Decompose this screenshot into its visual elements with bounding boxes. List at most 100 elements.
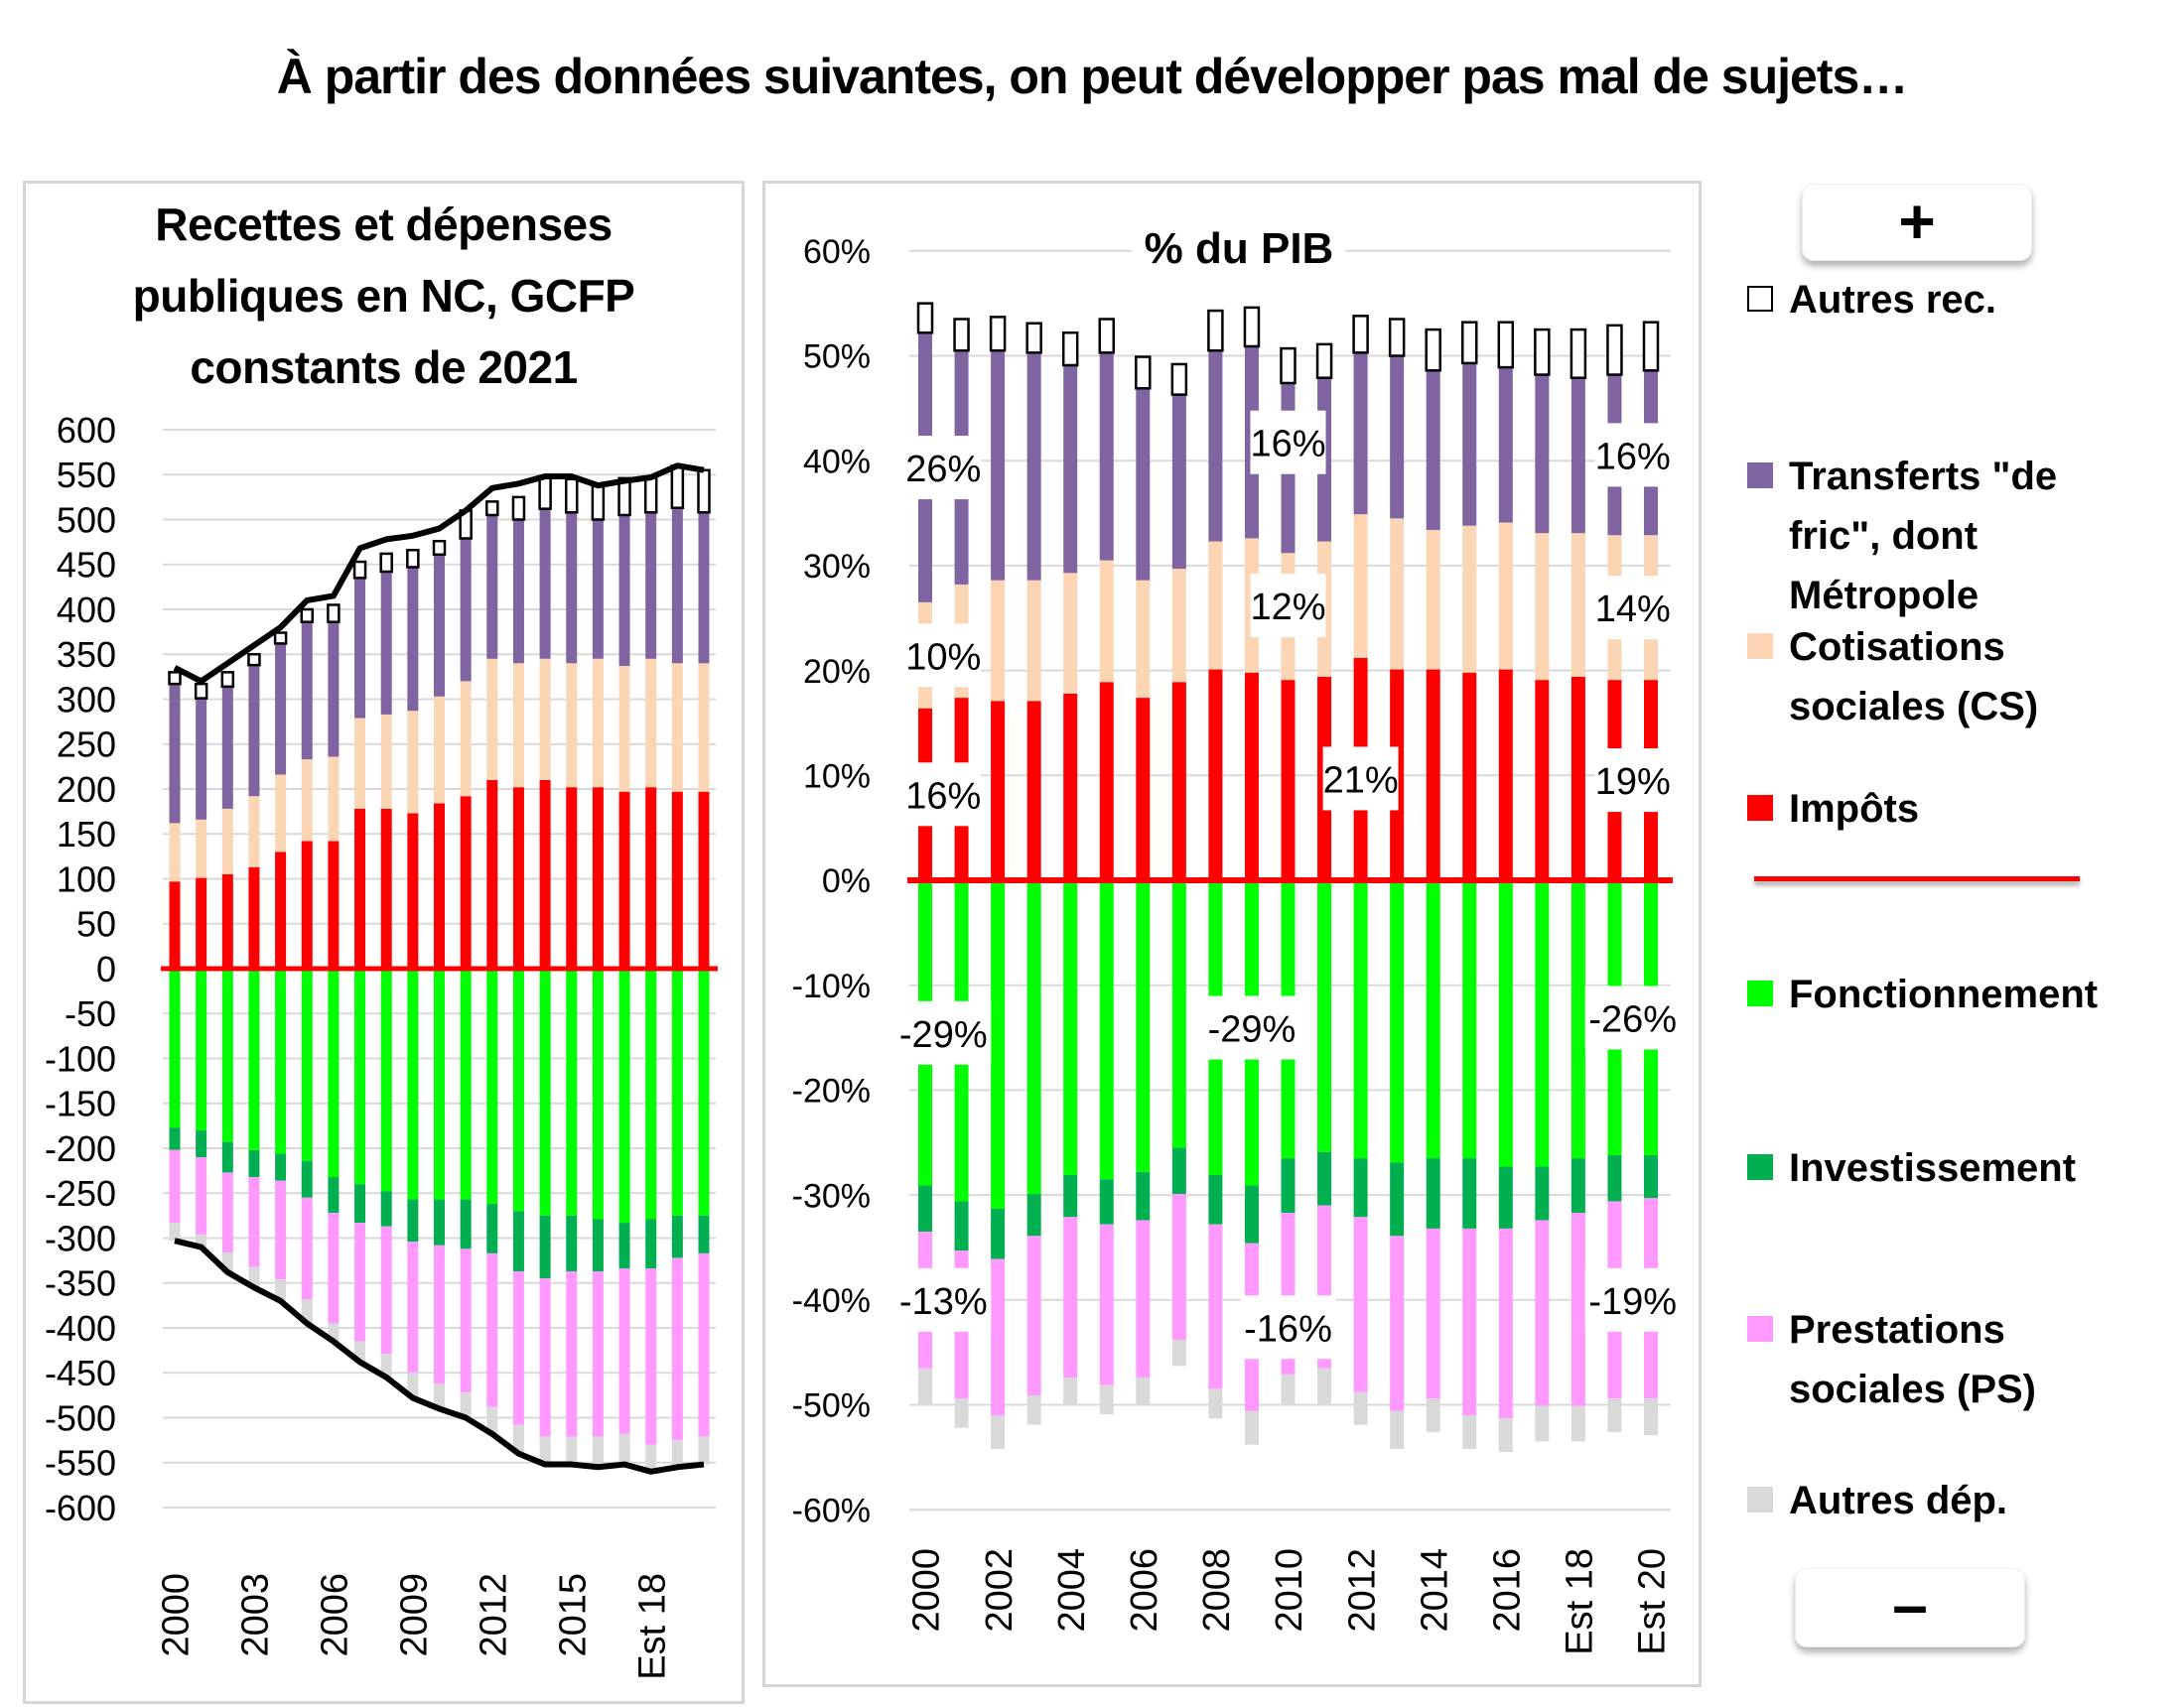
bar-impots (592, 787, 604, 969)
bar-prestations (380, 1226, 392, 1355)
bar-investissement (539, 1215, 551, 1279)
data-label-background (895, 1000, 992, 1065)
x-tick-label: 2006 (315, 1573, 356, 1657)
bar-investissement (1171, 1147, 1186, 1195)
legend-label: Impôts (1789, 787, 1920, 831)
legend-label: Cotisations sociales (CS) (1789, 625, 2039, 728)
data-label: 16% (905, 775, 981, 817)
bar-autres-dep (1026, 1394, 1041, 1425)
x-tick-label: 2014 (1414, 1548, 1455, 1633)
data-label-background (1594, 748, 1671, 813)
legend-label: Autres dép. (1789, 1479, 2008, 1522)
bar-autres-dep (1353, 1391, 1368, 1425)
bar-autres-rec (194, 682, 208, 700)
bar-cotisations (407, 711, 419, 814)
bar-prestations (1026, 1236, 1041, 1395)
data-label: -29% (1208, 1009, 1297, 1051)
bar-cotisations (1498, 522, 1513, 670)
bar-prestations (221, 1172, 233, 1252)
bar-autres-dep (380, 1354, 392, 1378)
bar-investissement (169, 1127, 181, 1150)
legend-swatch-icon (1747, 1487, 1773, 1512)
bar-cotisations (1390, 518, 1405, 670)
bar-fonctionnement (196, 969, 207, 1130)
bar-impots (1535, 680, 1550, 880)
bar-transferts (1136, 388, 1151, 581)
bar-fonctionnement (380, 969, 392, 1192)
bar-cotisations (169, 823, 181, 882)
bar-autres-dep (301, 1299, 313, 1324)
y-tick-label: -150 (45, 1084, 116, 1124)
zoom-in-button[interactable]: + (1802, 184, 2032, 261)
bar-fonctionnement (566, 969, 578, 1216)
x-tick-label: 2012 (473, 1573, 514, 1657)
bar-autres-dep (407, 1373, 419, 1398)
bar-transferts (301, 621, 313, 760)
bar-impots (566, 787, 578, 969)
data-label: -16% (1244, 1308, 1332, 1350)
bar-autres-rec (406, 549, 420, 569)
bar-autres-dep (954, 1398, 969, 1428)
y-tick-label: 0 (96, 949, 116, 989)
bar-cotisations (1426, 529, 1440, 670)
y-tick-label: 50% (803, 338, 871, 376)
right-chart-title: % du PIB (1145, 224, 1334, 273)
bar-investissement (592, 1219, 604, 1271)
zoom-out-button[interactable]: – (1795, 1568, 2025, 1647)
bar-autres-rec (953, 318, 970, 352)
bar-investissement (1570, 1158, 1585, 1214)
bar-autres-dep (1099, 1384, 1114, 1415)
data-label-background (1594, 423, 1671, 487)
chart-pct-pib: 60% 50% 40% 30% 20% 10% 0% -10% -20% -30% -40% -50%… (792, 213, 1681, 1655)
bar-transferts (991, 350, 1006, 581)
bar-cotisations (1136, 580, 1151, 699)
bar-autres-dep (486, 1406, 498, 1434)
x-tick-label: 2003 (235, 1573, 277, 1657)
bar-autres-dep (196, 1234, 207, 1248)
bar-autres-dep (512, 1424, 524, 1454)
bar-investissement (275, 1153, 287, 1181)
bar-impots (1498, 669, 1513, 880)
bar-cotisations (1570, 533, 1585, 677)
legend-label: Transferts "de fric", dont Métropole (1789, 455, 2058, 617)
bar-prestations (1136, 1220, 1151, 1379)
bar-investissement (1208, 1175, 1223, 1225)
bar-investissement (1390, 1162, 1405, 1237)
legend-label: Fonctionnement (1789, 973, 2099, 1016)
bar-transferts (512, 519, 524, 664)
x-tick-label: 2004 (1051, 1548, 1093, 1633)
bar-investissement (248, 1149, 260, 1177)
bar-fonctionnement (1026, 880, 1041, 1195)
bar-prestations (671, 1257, 683, 1441)
bar-investissement (1281, 1158, 1296, 1214)
bar-autres-dep (566, 1436, 578, 1465)
bar-fonctionnement (460, 969, 472, 1200)
bar-transferts (380, 571, 392, 715)
y-tick-label: -400 (45, 1308, 116, 1349)
bar-autres-dep (1208, 1388, 1223, 1419)
y-tick-label: 200 (57, 769, 116, 810)
bar-investissement (301, 1160, 313, 1198)
minus-icon: – (1892, 1569, 1928, 1641)
bar-transferts (592, 519, 604, 659)
y-tick-label: -300 (45, 1218, 116, 1258)
bar-investissement (434, 1199, 445, 1246)
bar-prestations (592, 1270, 604, 1437)
bar-investissement (671, 1215, 683, 1258)
y-tick-label: 50 (76, 904, 116, 945)
bar-investissement (918, 1185, 932, 1233)
bar-cotisations (1535, 533, 1550, 681)
bar-fonctionnement (354, 969, 366, 1185)
bar-impots (301, 841, 313, 969)
bar-prestations (275, 1180, 287, 1280)
bar-autres-rec (697, 468, 711, 514)
bar-prestations (1570, 1213, 1585, 1406)
bar-investissement (512, 1211, 524, 1271)
bar-autres-rec (273, 631, 288, 645)
bar-investissement (1426, 1158, 1440, 1229)
bar-autres-rec (591, 482, 606, 521)
data-label: -26% (1588, 998, 1677, 1040)
bar-transferts (618, 514, 630, 667)
bar-cotisations (1063, 573, 1078, 694)
bar-autres-dep (1607, 1398, 1622, 1432)
